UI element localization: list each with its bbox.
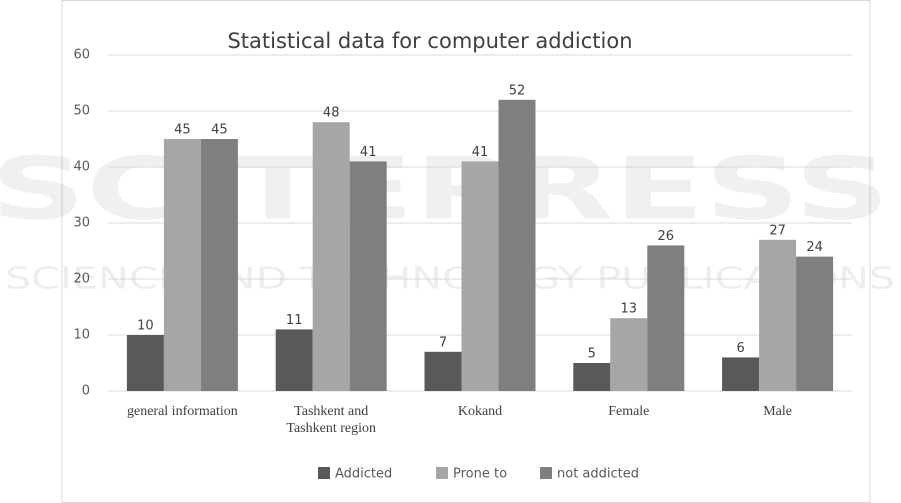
x-tick-label: Male (763, 404, 792, 419)
legend-label: Prone to (453, 467, 507, 482)
y-tick-label: 50 (73, 104, 90, 119)
data-label: 52 (509, 83, 526, 98)
data-label: 6 (736, 341, 744, 356)
bar (424, 351, 462, 391)
y-tick-label: 20 (73, 272, 90, 287)
bar (349, 161, 387, 391)
y-tick-label: 30 (73, 216, 90, 231)
data-label: 10 (137, 319, 154, 334)
y-tick-label: 60 (73, 48, 90, 63)
bar (498, 99, 536, 392)
data-label: 45 (211, 123, 228, 138)
data-label: 26 (658, 229, 675, 244)
data-label: 27 (769, 223, 786, 238)
bar (722, 357, 760, 391)
x-tick-label: Female (608, 404, 650, 419)
watermark: SCITEPRESS (0, 139, 890, 239)
data-label: 41 (360, 145, 377, 160)
bar (312, 122, 350, 391)
y-tick-label: 10 (73, 328, 90, 343)
data-label: 24 (806, 240, 823, 255)
legend-label: Addicted (335, 467, 392, 482)
legend-label: not addicted (557, 467, 639, 482)
bar (759, 239, 797, 391)
data-label: 7 (439, 335, 447, 350)
data-label: 5 (588, 347, 596, 362)
bar (275, 329, 313, 391)
legend-swatch (318, 467, 330, 479)
bar (573, 363, 611, 391)
bar (647, 245, 685, 391)
legend-swatch (436, 467, 448, 479)
data-label: 13 (621, 302, 638, 317)
bar (796, 256, 834, 391)
bar (163, 139, 201, 391)
data-label: 11 (286, 313, 303, 328)
data-label: 48 (323, 106, 340, 121)
y-tick-label: 0 (82, 384, 90, 399)
data-label: 45 (174, 123, 191, 138)
bar (200, 139, 238, 391)
y-tick-label: 40 (73, 160, 90, 175)
x-tick-label: general information (126, 404, 238, 419)
bar (461, 161, 499, 391)
chart-title: Statistical data for computer addiction (227, 29, 632, 53)
bar (610, 318, 648, 391)
x-tick-label: Kokand (457, 404, 503, 419)
bar (126, 335, 164, 391)
data-label: 41 (472, 145, 489, 160)
legend-swatch (540, 467, 552, 479)
x-tick-label: Tashkent and Tashkent region (286, 404, 376, 436)
